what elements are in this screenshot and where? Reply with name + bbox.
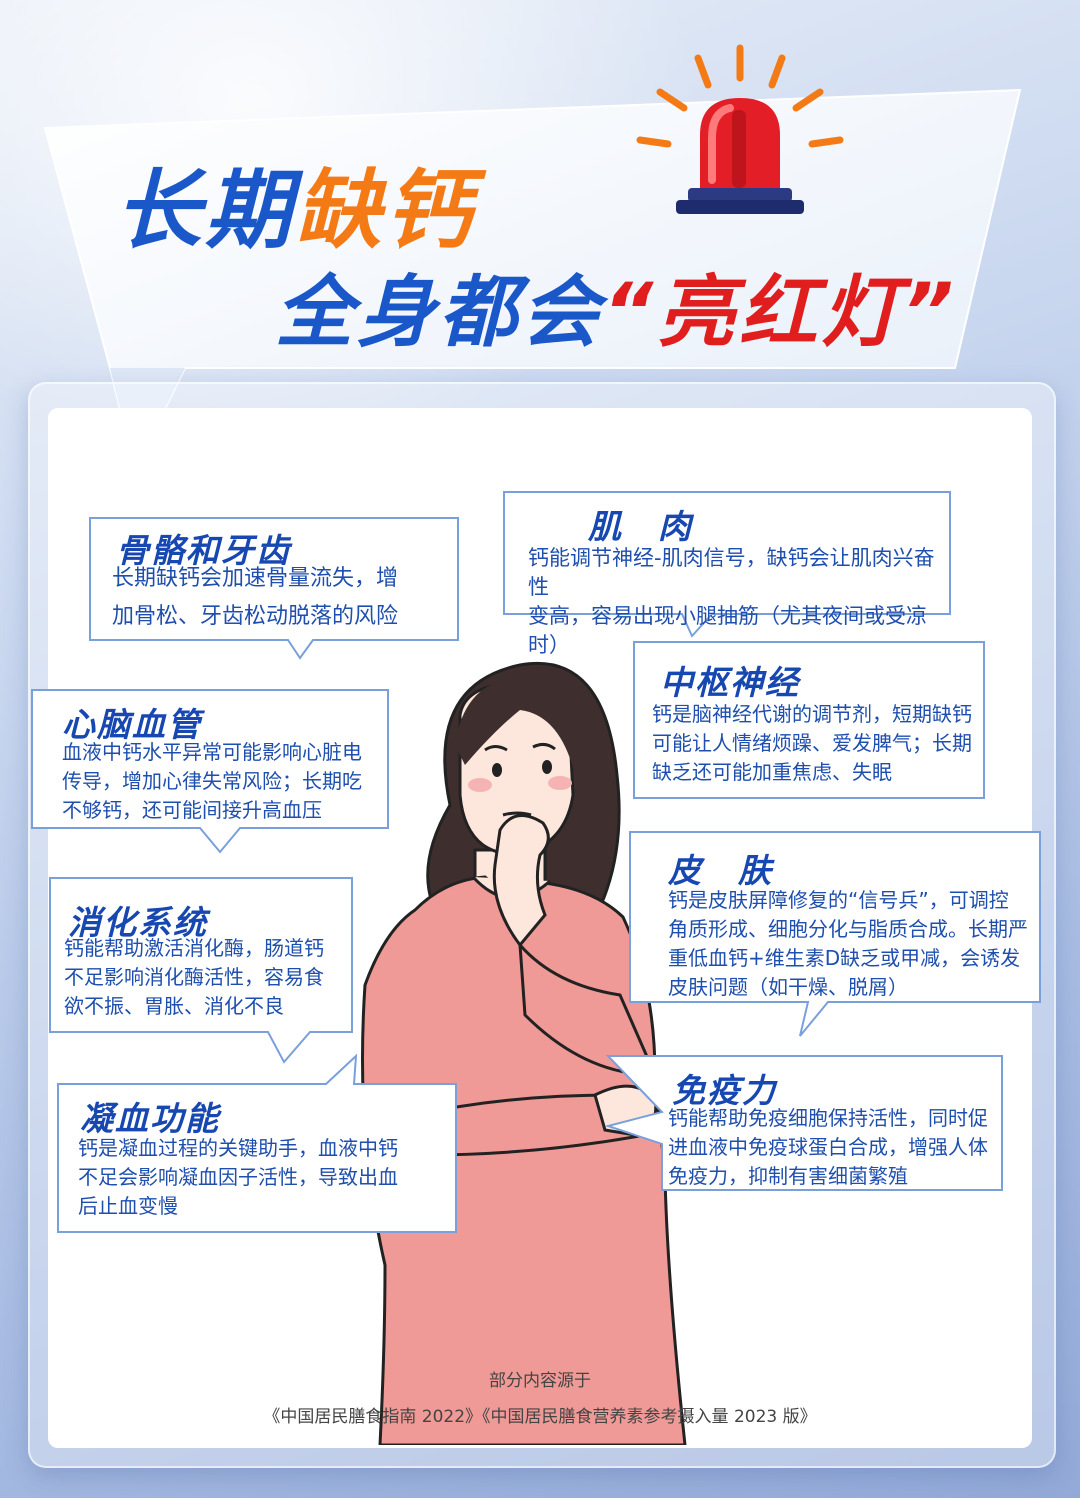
bubble-frame <box>31 689 389 854</box>
bubble-digestive: 消化系统 钙能帮助激活消化酶，肠道钙 不足影响消化酶活性，容易食 欲不振、胃胀、… <box>48 876 354 1064</box>
bubble-bone-teeth: 骨骼和牙齿 长期缺钙会加速骨量流失，增 加骨松、牙齿松动脱落的风险 <box>88 516 460 660</box>
bubble-central-nerve: 中枢神经 钙是脑神经代谢的调节剂，短期缺钙 可能让人情绪烦躁、爱发脾气；长期 缺… <box>632 640 986 800</box>
bubble-skin: 皮 肤 钙是皮肤屏障修复的“信号兵”，可调控 角质形成、细胞分化与脂质合成。长期… <box>628 830 1042 1038</box>
thinking-woman-illustration <box>361 662 687 1445</box>
source-caption: 部分内容源于 <box>489 1371 591 1391</box>
blood-text: 钙是凝血过程的关键助手，血液中钙 不足会影响凝血因子活性，导致出血 后止血变慢 <box>78 1136 398 1218</box>
skin-text: 钙是皮肤屏障修复的“信号兵”，可调控 角质形成、细胞分化与脂质合成。长期严 重低… <box>668 888 1028 999</box>
source-references: 《中国居民膳食指南 2022》《中国居民膳食营养素参考摄入量 2023 版》 <box>263 1407 817 1427</box>
bubble-cardio: 心脑血管 血液中钙水平异常可能影响心脏电 传导，增加心律失常风险；长期吃 不够钙… <box>30 688 390 856</box>
nerve-text: 钙是脑神经代谢的调节剂，短期缺钙 可能让人情绪烦躁、爱发脾气；长期 缺乏还可能加… <box>652 702 972 784</box>
bone-title: 骨骼和牙齿 <box>116 531 291 570</box>
heart-text: 血液中钙水平异常可能影响心脏电 传导，增加心律失常风险；长期吃 不够钙，还可能间… <box>62 740 362 822</box>
bubble-frame <box>633 641 985 799</box>
title-part-long-term: 长期 <box>115 161 295 261</box>
title-line-1: 长期缺钙 <box>115 140 475 265</box>
title-line-2: 全身都会“亮红灯” <box>275 250 958 362</box>
bubble-frame <box>49 877 353 1064</box>
bubble-frame <box>57 1053 457 1233</box>
digest-text: 钙能帮助激活消化酶，肠道钙 不足影响消化酶活性，容易食 欲不振、胃胀、消化不良 <box>64 936 324 1018</box>
nerve-title: 中枢神经 <box>660 663 800 702</box>
heart-title: 心脑血管 <box>62 705 202 744</box>
bubble-frame <box>604 1055 1003 1191</box>
title-part-red-light: “亮红灯” <box>603 268 958 358</box>
immune-title: 免疫力 <box>672 1071 777 1110</box>
bubble-frame <box>89 517 459 660</box>
skin-title: 皮 肤 <box>668 851 773 890</box>
digest-title: 消化系统 <box>68 903 208 942</box>
immune-text: 钙能帮助免疫细胞保持活性，同时促 进血液中免疫球蛋白合成，增强人体 免疫力，抑制… <box>668 1106 988 1188</box>
bubble-frame <box>503 491 951 638</box>
bone-text: 长期缺钙会加速骨量流失，增 加骨松、牙齿松动脱落的风险 <box>112 566 399 629</box>
bubble-immunity: 免疫力 钙能帮助免疫细胞保持活性，同时促 进血液中免疫球蛋白合成，增强人体 免疫… <box>604 1054 1004 1192</box>
title-part-whole-body: 全身都会 <box>275 268 604 358</box>
bubble-frame <box>629 831 1041 1037</box>
muscle-title: 肌 肉 <box>588 507 693 546</box>
blood-title: 凝血功能 <box>80 1099 220 1138</box>
muscle-text: 钙能调节神经-肌肉信号，缺钙会让肌肉兴奋性 变高，容易出现小腿抽筋（尤其夜间或受… <box>528 546 935 657</box>
bubble-muscle: 肌 肉 钙能调节神经-肌肉信号，缺钙会让肌肉兴奋性 变高，容易出现小腿抽筋（尤其… <box>502 490 952 657</box>
title-part-calcium-deficiency: 缺钙 <box>295 161 475 261</box>
alarm-siren-icon <box>636 44 844 214</box>
bubble-coagulation: 凝血功能 钙是凝血过程的关键助手，血液中钙 不足会影响凝血因子活性，导致出血 后… <box>56 1053 458 1234</box>
